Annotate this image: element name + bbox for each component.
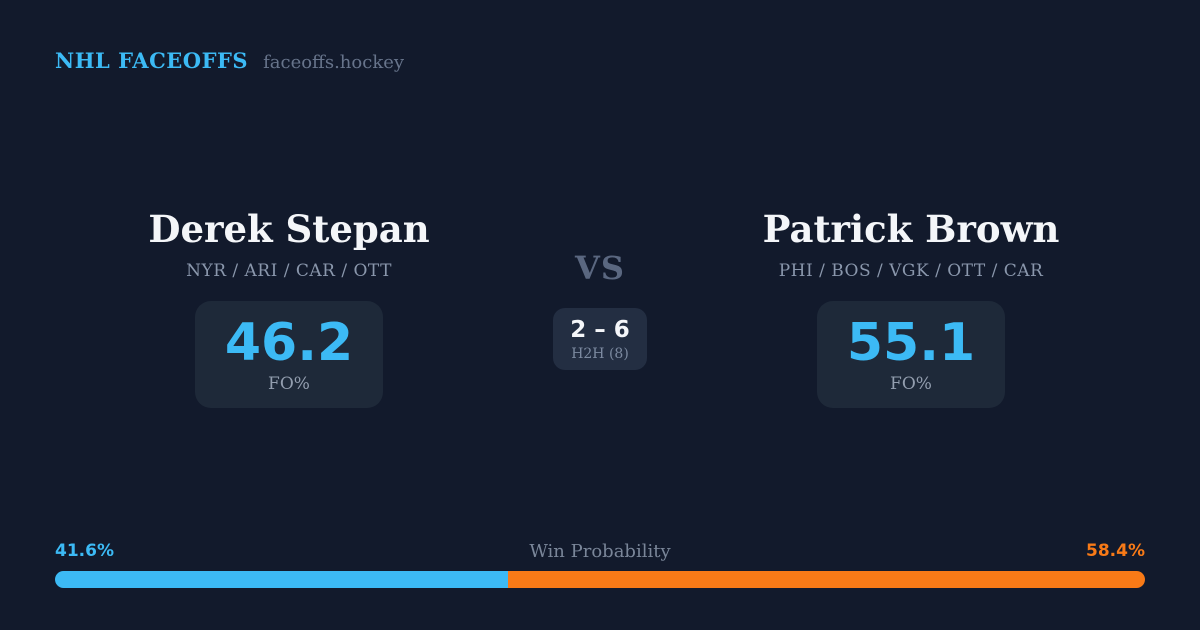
h2h-box: 2 – 6 H2H (8) (553, 307, 647, 371)
win-probability-labels: 41.6% Win Probability 58.4% (55, 541, 1145, 562)
win-probability-section: 41.6% Win Probability 58.4% (55, 541, 1145, 588)
player-right-fo-label: FO% (890, 374, 932, 395)
h2h-label: H2H (8) (571, 346, 629, 363)
player-right-teams: PHI / BOS / VGK / OTT / CAR (778, 260, 1044, 281)
vs-label: VS (575, 249, 625, 287)
versus-panel: VS 2 – 6 H2H (8) (520, 249, 680, 371)
player-left-panel: Derek Stepan NYR / ARI / CAR / OTT 46.2 … (99, 207, 479, 409)
player-left-name: Derek Stepan (148, 207, 430, 251)
player-right-stat-box: 55.1 FO% (816, 300, 1006, 409)
player-left-stat-box: 46.2 FO% (194, 300, 384, 409)
header: NHL FACEOFFS faceoffs.hockey (55, 48, 404, 73)
win-probability-left-pct: 41.6% (55, 541, 114, 561)
player-right-fo-value: 55.1 (846, 312, 976, 373)
player-left-fo-label: FO% (268, 374, 310, 395)
win-probability-fill-right (508, 571, 1145, 588)
h2h-score: 2 – 6 (570, 316, 630, 343)
win-probability-bar (55, 571, 1145, 588)
site-url: faceoffs.hockey (263, 52, 405, 73)
win-probability-fill-left (55, 571, 509, 588)
player-left-teams: NYR / ARI / CAR / OTT (186, 260, 392, 281)
brand-title: NHL FACEOFFS (55, 48, 249, 73)
win-probability-title: Win Probability (529, 541, 671, 562)
player-right-name: Patrick Brown (762, 207, 1060, 251)
win-probability-right-pct: 58.4% (1086, 541, 1145, 561)
player-right-panel: Patrick Brown PHI / BOS / VGK / OTT / CA… (721, 207, 1101, 409)
player-left-fo-value: 46.2 (224, 312, 354, 373)
